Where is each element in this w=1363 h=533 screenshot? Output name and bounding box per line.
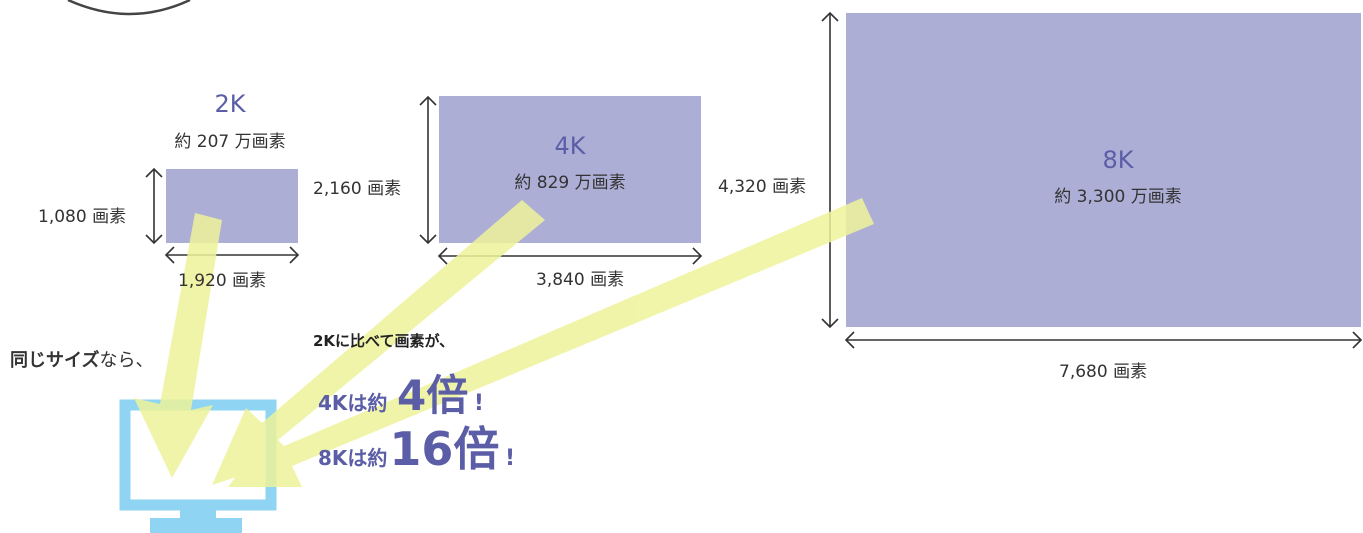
same-size-rest: なら、	[99, 350, 154, 371]
pixels-4k: 約 829 万画素	[514, 173, 626, 193]
ratio-8k-suffix: !	[505, 446, 516, 471]
ratio-line-4k: 4Kは約 4倍 !	[318, 362, 484, 423]
same-size-caption: 同じサイズなら、	[10, 346, 153, 372]
ratio-8k-number: 16倍	[389, 422, 500, 476]
compare-caption: 2Kに比べて画素が、	[313, 332, 455, 350]
same-size-bold: 同じサイズ	[10, 350, 100, 371]
height-4k: 2,160 画素	[313, 179, 402, 199]
ratio-4k-number: 4倍	[397, 371, 469, 420]
label-4k: 4K	[554, 132, 586, 160]
width-4k: 3,840 画素	[536, 270, 625, 290]
rect-4k	[439, 96, 701, 243]
rect-2k	[166, 169, 298, 243]
rect-8k	[846, 13, 1361, 327]
ratio-4k-prefix: 4Kは約	[318, 391, 388, 415]
ratio-8k-prefix: 8Kは約	[318, 446, 388, 470]
height-2k: 1,080 画素	[38, 207, 127, 227]
pixels-8k: 約 3,300 万画素	[1054, 187, 1182, 207]
width-2k: 1,920 画素	[178, 271, 267, 291]
width-8k: 7,680 画素	[1059, 362, 1148, 382]
pixels-2k: 約 207 万画素	[174, 132, 286, 152]
label-8k: 8K	[1102, 146, 1134, 174]
height-8k: 4,320 画素	[718, 177, 807, 197]
ratio-line-8k: 8Kは約16倍 !	[318, 413, 515, 479]
ratio-4k-suffix: !	[473, 391, 484, 416]
label-2k: 2K	[214, 90, 246, 118]
